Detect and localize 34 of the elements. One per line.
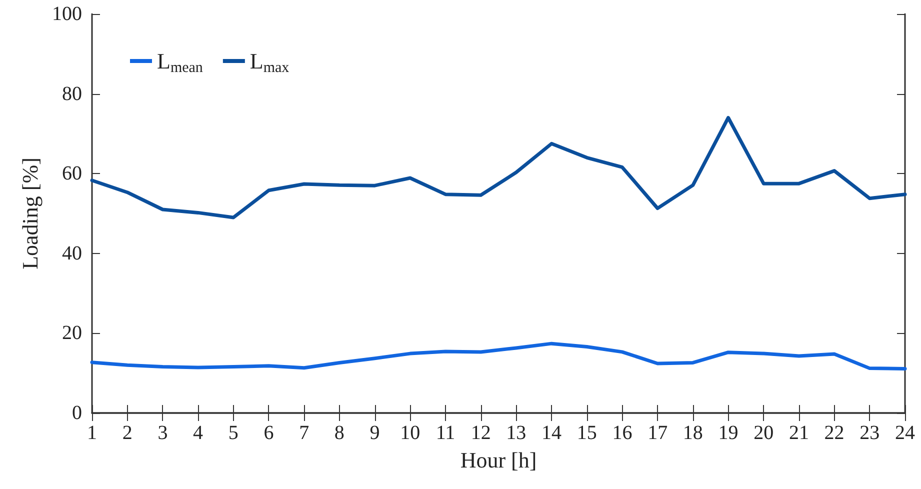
x-tick-label: 11: [436, 422, 456, 444]
line-series: [90, 342, 907, 370]
x-tick-label: 20: [754, 422, 774, 444]
y-tick-label: 100: [52, 3, 82, 25]
x-tick-label: 23: [860, 422, 880, 444]
x-tick-label: 14: [542, 422, 562, 444]
x-tick-label: 8: [334, 422, 344, 444]
y-tick-label: 20: [62, 322, 82, 344]
x-tick-label: 21: [788, 422, 809, 444]
x-tick-label: 9: [370, 422, 380, 444]
x-tick-label: 1: [87, 422, 97, 444]
x-tick-label: 24: [895, 422, 915, 444]
y-tick-label: 40: [62, 242, 82, 264]
x-tick-label: 17: [648, 422, 668, 444]
x-tick-label: 6: [264, 422, 274, 444]
x-tick-label: 4: [193, 422, 204, 444]
x-tick-label: 18: [682, 422, 703, 444]
x-tick-label: 12: [470, 422, 491, 444]
x-tick-label: 10: [400, 422, 420, 444]
y-tick-label: 60: [62, 162, 82, 185]
x-tick-label: 2: [122, 422, 132, 444]
line-series: [90, 116, 907, 220]
x-tick-label: 22: [824, 422, 844, 444]
x-tick-label: 5: [228, 422, 238, 444]
y-tick-label: 80: [62, 82, 82, 105]
y-tick-label: 0: [72, 402, 82, 424]
x-tick-label: 7: [299, 422, 310, 444]
x-tick-label: 19: [718, 422, 738, 444]
y-axis-title: Loading [%]: [18, 158, 43, 270]
x-axis-title: Hour [h]: [460, 448, 537, 472]
x-tick-label: 3: [158, 422, 168, 444]
x-tick-label: 16: [612, 422, 632, 444]
x-tick-label: 13: [506, 422, 526, 444]
x-tick-label: 15: [576, 422, 597, 444]
